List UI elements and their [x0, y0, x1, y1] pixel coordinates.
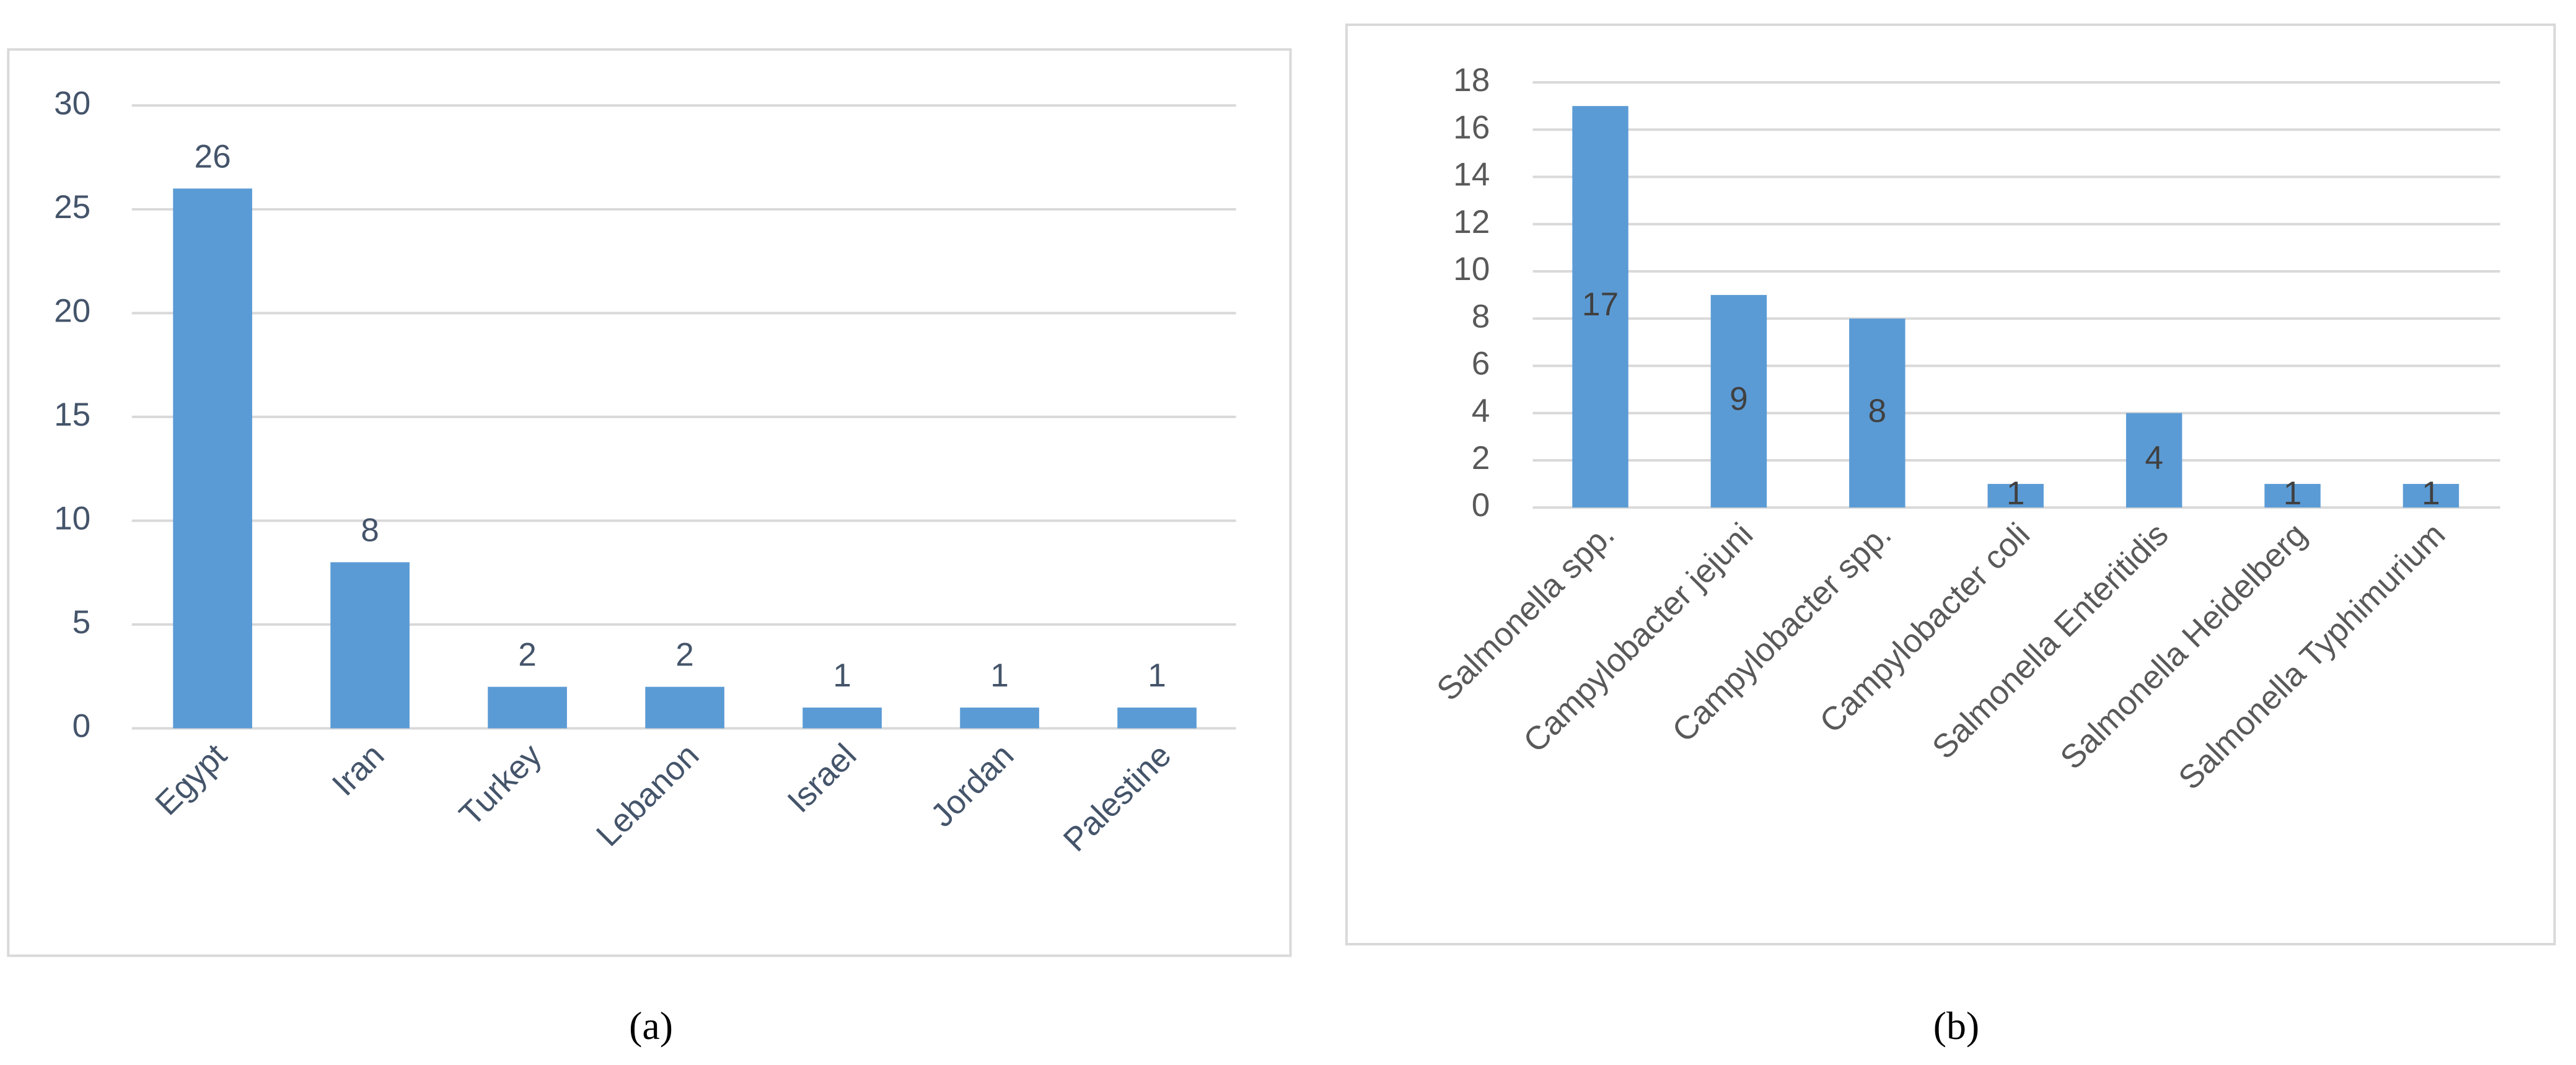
y-tick-label: 8 [1472, 298, 1490, 335]
data-label: 1 [990, 657, 1009, 694]
y-tick-label: 0 [73, 708, 91, 745]
panel-border [1345, 23, 2556, 946]
bar [330, 562, 410, 729]
data-label: 1 [2007, 475, 2025, 512]
bar [2402, 484, 2460, 508]
y-tick-label: 30 [54, 85, 90, 121]
data-label: 1 [833, 657, 851, 694]
bar [488, 686, 567, 729]
bar [173, 188, 252, 729]
data-label: 2 [675, 637, 694, 673]
y-tick-label: 5 [73, 604, 91, 641]
y-tick-label: 16 [1453, 109, 1490, 146]
data-label: 26 [195, 138, 231, 175]
data-label: 1 [2422, 475, 2440, 512]
bar [2125, 413, 2183, 508]
data-label: 1 [1148, 657, 1166, 694]
y-tick-label: 20 [54, 292, 90, 329]
caption: (b) [1933, 1004, 1979, 1048]
y-tick-label: 15 [54, 397, 90, 433]
y-tick-label: 4 [1472, 393, 1490, 429]
data-label: 1 [2284, 475, 2302, 512]
y-tick-label: 0 [1472, 487, 1490, 524]
y-tick-label: 12 [1453, 204, 1490, 240]
bar [1849, 318, 1906, 508]
y-tick-label: 6 [1472, 346, 1490, 382]
bar [1987, 484, 2044, 508]
bar [1117, 708, 1197, 729]
data-label: 8 [1868, 393, 1887, 429]
y-tick-label: 14 [1453, 157, 1490, 193]
bar [645, 686, 724, 729]
caption: (a) [629, 1004, 673, 1048]
bar [802, 708, 882, 729]
y-tick-label: 18 [1453, 62, 1490, 99]
bar [1572, 106, 1629, 508]
y-tick-label: 10 [54, 501, 90, 537]
y-tick-label: 10 [1453, 251, 1490, 287]
bar [1710, 295, 1767, 508]
data-label: 17 [1582, 286, 1619, 323]
y-tick-label: 25 [54, 189, 90, 226]
bar [2264, 484, 2321, 508]
y-tick-label: 2 [1472, 440, 1490, 476]
data-label: 8 [361, 512, 379, 549]
data-label: 4 [2145, 440, 2163, 476]
data-label: 2 [518, 637, 537, 673]
bar [960, 708, 1039, 729]
data-label: 9 [1730, 381, 1748, 418]
